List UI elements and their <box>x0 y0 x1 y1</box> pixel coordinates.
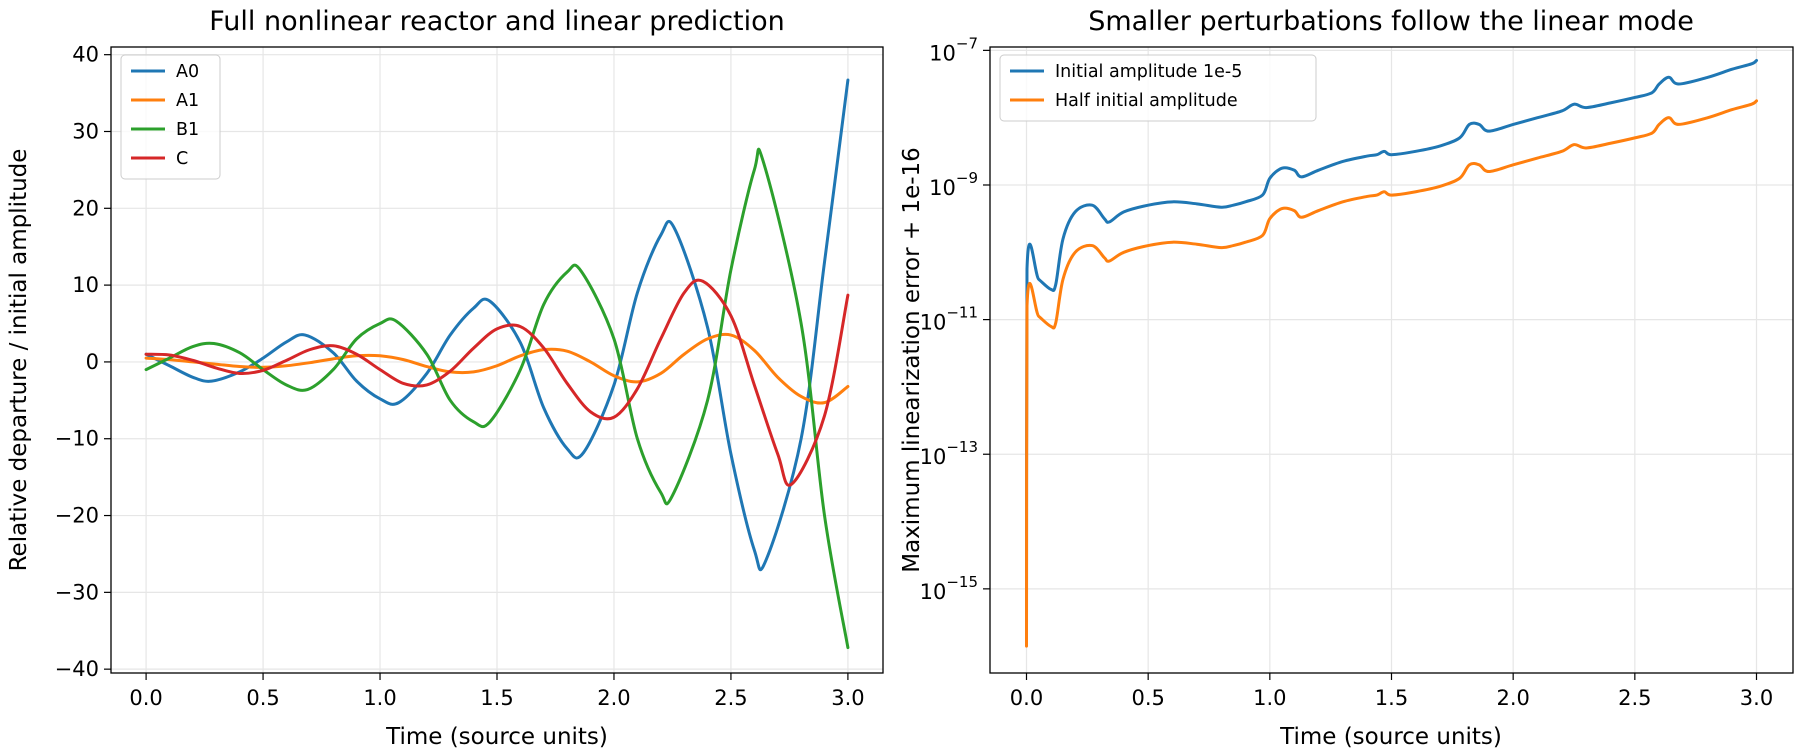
right-y-tick-label: 10−7 <box>929 34 978 65</box>
legend-label-initial-amplitude-1e-5: Initial amplitude 1e-5 <box>1055 62 1242 82</box>
legend-label-b1: B1 <box>176 120 199 140</box>
left-y-tick-label: −40 <box>55 657 99 681</box>
left-y-tick-label: 10 <box>72 273 99 297</box>
left-x-ticks: 0.0 0.5 1.0 1.5 2.0 2.5 3.0 <box>129 673 865 710</box>
left-y-tick-label: 20 <box>72 196 99 220</box>
left-x-tick-label: 2.5 <box>714 686 747 710</box>
right-gridlines <box>990 47 1793 673</box>
left-y-tick-label: −10 <box>55 427 99 451</box>
right-legend: Initial amplitude 1e-5 Half initial ampli… <box>999 54 1317 122</box>
series-line-initial-amplitude-1e-5 <box>1025 58 1758 641</box>
right-y-tick-label: 10−9 <box>929 169 978 200</box>
right-y-tick-label: 10−15 <box>920 573 978 604</box>
right-x-ticks: 0.0 0.5 1.0 1.5 2.0 2.5 3.0 <box>1010 673 1773 710</box>
left-chart-panel: 0.0 0.5 1.0 1.5 2.0 2.5 3.0 40 30 20 10 0 −10 −20 −30… <box>6 6 884 750</box>
right-x-tick-label: 1.5 <box>1375 686 1408 710</box>
left-x-tick-label: 0.0 <box>129 686 162 710</box>
right-x-tick-label: 3.0 <box>1740 686 1773 710</box>
series-line-c <box>144 278 850 487</box>
left-x-tick-label: 0.5 <box>246 686 279 710</box>
left-gridlines <box>111 47 883 673</box>
left-legend: A0 A1 B1 C <box>120 54 221 180</box>
right-y-axis-label: Maximum linearization error + 1e-16 <box>899 147 925 573</box>
right-y-ticks: 10−7 10−9 10−11 10−13 10−15 <box>920 34 990 604</box>
left-x-tick-label: 1.0 <box>363 686 396 710</box>
left-y-tick-label: 0 <box>86 350 99 374</box>
legend-label-a0: A0 <box>176 62 199 82</box>
right-chart-title: Smaller perturbations follow the linear … <box>1088 6 1694 37</box>
right-series-lines <box>1025 58 1758 648</box>
left-y-axis-label: Relative departure / initial amplitude <box>6 149 32 572</box>
legend-label-c: C <box>176 149 188 169</box>
left-series-lines <box>144 78 850 650</box>
left-y-ticks: 40 30 20 10 0 −10 −20 −30 −40 <box>55 43 111 681</box>
right-y-tick-label: 10−11 <box>920 304 978 335</box>
series-line-a0 <box>144 78 850 572</box>
legend-label-half-initial-amplitude: Half initial amplitude <box>1055 91 1238 111</box>
left-x-tick-label: 1.5 <box>480 686 513 710</box>
right-legend-box <box>999 54 1317 122</box>
right-y-tick-label: 10−13 <box>920 438 978 469</box>
right-x-tick-label: 2.5 <box>1618 686 1651 710</box>
right-x-tick-label: 0.0 <box>1010 686 1043 710</box>
left-x-tick-label: 3.0 <box>831 686 864 710</box>
left-y-tick-label: −30 <box>55 580 99 604</box>
left-x-axis-label: Time (source units) <box>385 724 608 750</box>
legend-label-a1: A1 <box>176 91 199 111</box>
left-y-tick-label: 40 <box>72 43 99 67</box>
right-x-tick-label: 2.0 <box>1496 686 1529 710</box>
series-line-a1 <box>144 332 850 405</box>
series-line-half-initial-amplitude <box>1025 99 1758 648</box>
right-x-axis-label: Time (source units) <box>1279 724 1502 750</box>
left-y-tick-label: −20 <box>55 504 99 528</box>
left-x-tick-label: 2.0 <box>597 686 630 710</box>
series-line-b1 <box>144 147 850 650</box>
left-chart-title: Full nonlinear reactor and linear predic… <box>209 6 785 37</box>
left-legend-box <box>120 54 221 180</box>
right-x-tick-label: 1.0 <box>1253 686 1286 710</box>
right-chart-panel: 0.0 0.5 1.0 1.5 2.0 2.5 3.0 10−7 10−9 10−11 10−13… <box>899 6 1794 750</box>
right-x-tick-label: 0.5 <box>1131 686 1164 710</box>
left-y-tick-label: 30 <box>72 119 99 143</box>
